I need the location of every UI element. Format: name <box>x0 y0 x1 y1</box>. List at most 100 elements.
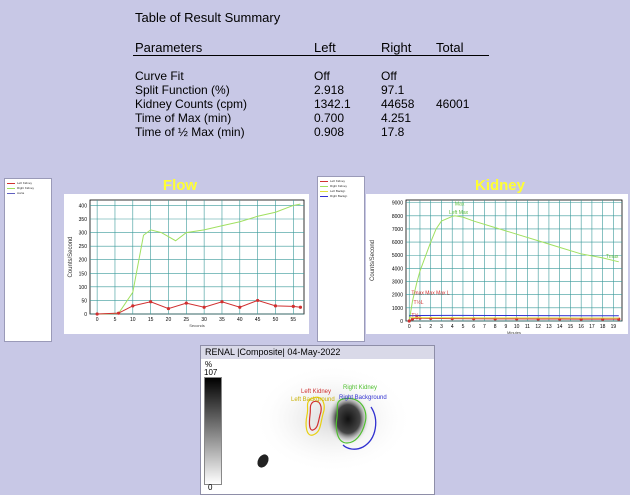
flow-data-point <box>167 307 170 310</box>
right-kidney-label: Right Kidney <box>343 385 377 391</box>
row-right: 44658 <box>381 98 414 110</box>
kidney-y-tick-label: 8000 <box>392 214 403 220</box>
kidney-x-tick-label: 14 <box>557 324 563 330</box>
flow-y-tick-label: 400 <box>79 203 88 209</box>
flow-x-tick-label: 10 <box>130 317 136 323</box>
renal-scan-image: Left Kidney Left Background Right Kidney… <box>223 359 433 493</box>
kidney-annotation: Left Max <box>449 210 469 216</box>
kidney-data-point <box>408 319 411 322</box>
kidney-x-tick-label: 12 <box>535 324 541 330</box>
flow-x-tick-label: 20 <box>166 317 172 323</box>
kidney-x-tick-label: 3 <box>440 324 443 330</box>
kidney-y-tick-label: 3000 <box>392 280 403 286</box>
kidney-x-tick-label: 8 <box>494 324 497 330</box>
flow-y-tick-label: 300 <box>79 231 88 237</box>
left-kidney-label: Left Kidney <box>301 389 331 395</box>
kidney-y-tick-label: 0 <box>400 319 403 325</box>
kidney-x-tick-label: 7 <box>483 324 486 330</box>
kidney-annotation: Tmax Max Max L <box>411 291 450 297</box>
legend-label: Right Backgr. <box>330 194 348 198</box>
row-total: 46001 <box>436 98 469 110</box>
kidney-x-tick-label: 19 <box>611 324 617 330</box>
flow-data-point <box>238 306 241 309</box>
legend-swatch <box>320 186 328 187</box>
legend-swatch <box>7 193 15 194</box>
legend-label: Left Kidney <box>17 181 32 185</box>
row-left: Off <box>314 70 330 82</box>
flow-y-tick-label: 100 <box>79 285 88 291</box>
flow-data-point <box>220 300 223 303</box>
flow-data-point <box>256 299 259 302</box>
image-title: RENAL |Composite| 04-May-2022 <box>201 346 434 359</box>
legend-swatch <box>320 196 328 197</box>
row-label: Split Function (%) <box>135 84 230 96</box>
row-right: Off <box>381 70 397 82</box>
header-divider <box>133 55 489 56</box>
row-left: 0.908 <box>314 126 344 138</box>
legend-label: Left Backgr. <box>330 189 346 193</box>
flow-data-point <box>149 300 152 303</box>
flow-x-tick-label: 40 <box>237 317 243 323</box>
flow-data-point <box>292 305 295 308</box>
summary-title: Table of Result Summary <box>135 10 280 25</box>
kidney-y-tick-label: 9000 <box>392 201 403 207</box>
row-right: 97.1 <box>381 84 404 96</box>
kidney-annotation: T½ <box>411 312 419 319</box>
legend-label: Aorta <box>17 191 24 195</box>
kidney-x-tick-label: 0 <box>408 324 411 330</box>
legend-label: Right Kidney <box>330 184 347 188</box>
flow-data-point <box>185 302 188 305</box>
kidney-y-tick-label: 4000 <box>392 266 403 272</box>
row-left: 2.918 <box>314 84 344 96</box>
legend-swatch <box>320 191 328 192</box>
renal-image-panel: RENAL |Composite| 04-May-2022 % 107 0 Le… <box>200 345 435 495</box>
flow-data-point <box>203 306 206 309</box>
flow-data-point <box>117 312 120 315</box>
flow-y-tick-label: 50 <box>81 298 87 304</box>
row-label: Curve Fit <box>135 70 184 82</box>
kidney-annotation: Max <box>455 201 465 207</box>
injection-site <box>255 452 271 469</box>
legend-label: Left Kidney <box>330 179 345 183</box>
flow-y-tick-label: 150 <box>79 271 88 277</box>
row-left: 0.700 <box>314 112 344 124</box>
kidney-y-tick-label: 5000 <box>392 253 403 259</box>
kidney-data-point <box>418 317 421 320</box>
row-left: 1342.1 <box>314 98 351 110</box>
kidney-y-tick-label: 2000 <box>392 293 403 299</box>
flow-data-point <box>96 312 99 315</box>
flow-data-point <box>131 304 134 307</box>
kidney-x-tick-label: 5 <box>462 324 465 330</box>
flow-x-tick-label: 35 <box>219 317 225 323</box>
row-label: Kidney Counts (cpm) <box>135 98 247 110</box>
kidney-x-tick-label: 17 <box>589 324 595 330</box>
flow-y-tick-label: 200 <box>79 258 88 264</box>
header-total: Total <box>436 40 463 55</box>
kidney-y-tick-label: 1000 <box>392 306 403 312</box>
kidney-y-axis-label: Counts/Second <box>370 240 376 281</box>
kidney-legend: Left Kidney Right Kidney Left Backgr. Ri… <box>317 176 365 342</box>
flow-legend: Left Kidney Right Kidney Aorta <box>4 178 52 342</box>
flow-x-tick-label: 45 <box>255 317 261 323</box>
flow-x-tick-label: 50 <box>273 317 279 323</box>
kidney-x-tick-label: 6 <box>472 324 475 330</box>
kidney-plot-area <box>406 200 622 321</box>
kidney-x-tick-label: 2 <box>429 324 432 330</box>
flow-x-tick-label: 15 <box>148 317 154 323</box>
kidney-chart-title: Kidney <box>440 177 560 194</box>
row-label: Time of ½ Max (min) <box>135 126 245 138</box>
header-parameters: Parameters <box>135 40 202 55</box>
flow-x-tick-label: 55 <box>291 317 297 323</box>
flow-y-tick-label: 250 <box>79 244 88 250</box>
flow-y-tick-label: 350 <box>79 217 88 223</box>
kidney-x-tick-label: 4 <box>451 324 454 330</box>
scale-min: 0 <box>208 483 212 492</box>
left-background-label: Left Background <box>291 397 335 403</box>
kidney-y-tick-label: 6000 <box>392 240 403 246</box>
legend-swatch <box>7 183 15 184</box>
flow-y-tick-label: 0 <box>84 312 87 318</box>
kidney-x-tick-label: 16 <box>578 324 584 330</box>
